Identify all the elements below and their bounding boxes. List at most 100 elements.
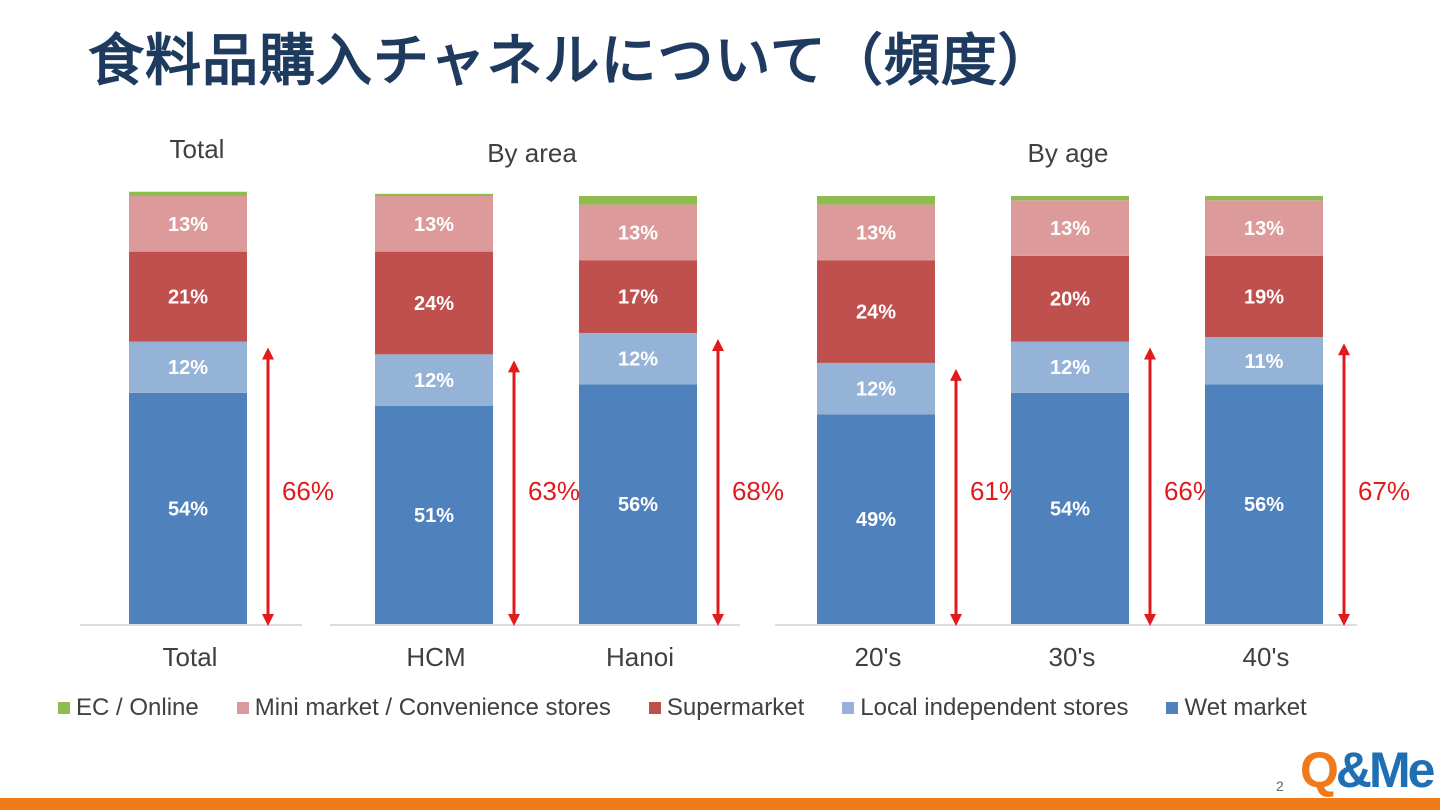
bar-hanoi-local-independent-stores	[579, 332, 697, 385]
logo-rest: &Me	[1335, 742, 1436, 798]
data-label-30-s-mini-market-convenience-stores: 13%	[1050, 218, 1090, 240]
data-label-20-s-wet-market: 49%	[856, 509, 896, 531]
data-label-hanoi-local-independent-stores: 12%	[618, 349, 658, 371]
legend-label-wet-market: Wet market	[1184, 694, 1307, 721]
bar-hcm-mini-market-convenience-stores	[375, 196, 493, 252]
bar-hanoi-wet-market	[579, 384, 697, 624]
data-label-hanoi-mini-market-convenience-stores: 13%	[618, 222, 658, 244]
bracket-arrow-head-bottom-20-s	[950, 614, 962, 626]
bar-30-s-local-independent-stores	[1011, 341, 1129, 393]
category-label-total: Total	[163, 642, 218, 672]
bar-20-s-wet-market	[817, 414, 935, 624]
group-label-total: Total	[170, 134, 225, 164]
bracket-arrow-head-top-40-s	[1338, 343, 1350, 356]
bar-30-s-wet-market	[1011, 392, 1129, 624]
bar-hcm-ec-online	[375, 193, 493, 196]
bar-20-s-supermarket	[817, 260, 935, 363]
bar-total-wet-market	[129, 392, 247, 624]
legend-item-local-stores: Local independent stores	[842, 694, 1128, 722]
bar-total-mini-market-convenience-stores	[129, 196, 247, 252]
data-label-hcm-mini-market-convenience-stores: 13%	[414, 214, 454, 236]
data-label-hanoi-wet-market: 56%	[618, 494, 658, 516]
bracket-arrow-head-top-hcm	[508, 360, 520, 373]
data-label-30-s-wet-market: 54%	[1050, 498, 1090, 520]
legend-item-ec-online: EC / Online	[58, 694, 199, 722]
data-label-hcm-supermarket: 24%	[414, 293, 454, 315]
data-label-40-s-mini-market-convenience-stores: 13%	[1244, 218, 1284, 240]
data-label-hanoi-supermarket: 17%	[618, 287, 658, 309]
data-label-total-mini-market-convenience-stores: 13%	[168, 214, 208, 236]
group-label-by-age: By age	[1028, 138, 1109, 168]
bracket-arrow-head-bottom-40-s	[1338, 614, 1350, 626]
legend-swatch-local-stores	[842, 702, 855, 714]
data-label-total-supermarket: 21%	[168, 287, 208, 309]
data-label-20-s-supermarket: 24%	[856, 302, 896, 324]
data-label-40-s-local-independent-stores: 11%	[1245, 351, 1284, 373]
bar-total-supermarket	[129, 251, 247, 342]
data-label-total-local-independent-stores: 12%	[168, 357, 208, 379]
data-label-20-s-local-independent-stores: 12%	[856, 379, 896, 401]
bar-40-s-ec-online	[1205, 196, 1323, 201]
bracket-arrow-head-bottom-total	[262, 614, 274, 626]
bar-hcm-supermarket	[375, 251, 493, 355]
bar-30-s-mini-market-convenience-stores	[1011, 200, 1129, 256]
bracket-arrow-head-bottom-30-s	[1144, 614, 1156, 626]
bar-total-local-independent-stores	[129, 341, 247, 393]
bar-40-s-supermarket	[1205, 255, 1323, 338]
annotation-hcm: 63%	[528, 476, 580, 506]
legend-item-mini-market: Mini market / Convenience stores	[236, 694, 611, 722]
annotation-total: 66%	[282, 476, 334, 506]
legend-label-local-stores: Local independent stores	[860, 694, 1129, 721]
legend-item-wet-market: Wet market	[1166, 694, 1307, 722]
bar-hanoi-ec-online	[579, 196, 697, 205]
category-label-30-s: 30's	[1049, 642, 1096, 672]
data-label-20-s-mini-market-convenience-stores: 13%	[856, 222, 896, 244]
bar-hanoi-supermarket	[579, 260, 697, 333]
data-label-total-wet-market: 54%	[168, 498, 208, 520]
data-label-40-s-supermarket: 19%	[1244, 287, 1284, 309]
bar-20-s-local-independent-stores	[817, 362, 935, 415]
bar-total-ec-online	[129, 191, 247, 196]
data-label-30-s-supermarket: 20%	[1050, 289, 1090, 311]
bar-40-s-mini-market-convenience-stores	[1205, 200, 1323, 256]
legend-swatch-supermarket	[648, 702, 661, 714]
legend-label-ec-online: EC / Online	[76, 694, 199, 721]
chart-legend: EC / Online Mini market / Convenience st…	[58, 694, 1345, 722]
category-label-40-s: 40's	[1243, 642, 1290, 672]
bracket-arrow-head-bottom-hcm	[508, 614, 520, 626]
category-label-hanoi: Hanoi	[606, 642, 674, 672]
stacked-bar-chart: Total By area By age 54% 12% 21% 13% Total 66% 51…	[80, 134, 1410, 672]
category-label-20-s: 20's	[855, 642, 902, 672]
data-label-30-s-local-independent-stores: 12%	[1050, 357, 1090, 379]
bracket-arrow-head-top-20-s	[950, 368, 962, 381]
bracket-arrow-head-top-total	[262, 347, 274, 360]
bar-20-s-mini-market-convenience-stores	[817, 204, 935, 261]
data-label-40-s-wet-market: 56%	[1244, 494, 1284, 516]
legend-swatch-wet-market	[1166, 702, 1179, 714]
bar-40-s-wet-market	[1205, 384, 1323, 624]
bracket-arrow-head-top-hanoi	[712, 338, 724, 351]
footer-bar	[0, 798, 1440, 810]
group-label-by-area: By area	[487, 138, 577, 168]
logo-q: Q	[1300, 742, 1339, 798]
annotation-hanoi: 68%	[732, 476, 784, 506]
bar-hcm-wet-market	[375, 405, 493, 624]
category-label-hcm: HCM	[406, 642, 465, 672]
company-logo: Q &Me	[1300, 740, 1436, 800]
bracket-arrow-head-bottom-hanoi	[712, 614, 724, 626]
bar-20-s-ec-online	[817, 196, 935, 205]
legend-label-mini-market: Mini market / Convenience stores	[254, 694, 611, 721]
legend-label-supermarket: Supermarket	[666, 694, 805, 721]
legend-item-supermarket: Supermarket	[648, 694, 805, 722]
bar-30-s-ec-online	[1011, 196, 1129, 201]
page-number: 2	[1276, 778, 1284, 794]
bar-hanoi-mini-market-convenience-stores	[579, 204, 697, 261]
bar-40-s-local-independent-stores	[1205, 337, 1323, 385]
annotation-40-s: 67%	[1358, 476, 1410, 506]
legend-swatch-mini-market	[236, 702, 249, 714]
data-label-hcm-wet-market: 51%	[414, 505, 454, 527]
bracket-arrow-head-top-30-s	[1144, 347, 1156, 360]
bar-hcm-local-independent-stores	[375, 354, 493, 406]
bar-30-s-supermarket	[1011, 255, 1129, 342]
legend-swatch-ec-online	[58, 702, 70, 714]
